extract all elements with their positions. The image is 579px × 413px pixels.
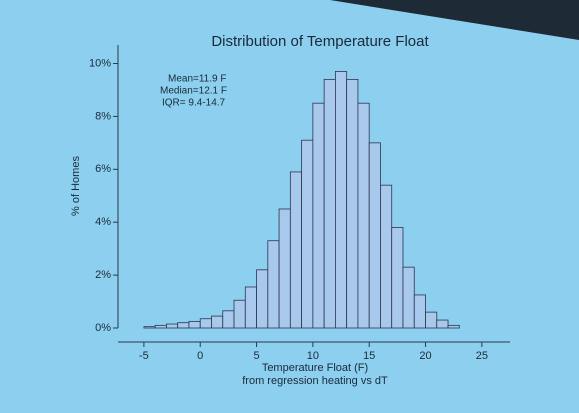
chart-title: Distribution of Temperature Float bbox=[211, 33, 429, 50]
bar bbox=[447, 324, 460, 329]
y-tick-label: 10% bbox=[89, 57, 111, 69]
bar bbox=[154, 324, 167, 329]
annotation: Median=12.1 F bbox=[160, 86, 227, 97]
bar bbox=[402, 266, 415, 329]
y-tick-label: 6% bbox=[95, 163, 111, 175]
bar bbox=[301, 139, 314, 329]
bar bbox=[335, 71, 348, 329]
bar bbox=[166, 323, 179, 329]
bar bbox=[436, 319, 449, 329]
y-axis-label: % of Homes bbox=[70, 156, 82, 216]
bar bbox=[244, 286, 257, 329]
bar bbox=[346, 78, 359, 329]
bar bbox=[368, 142, 381, 329]
x-tick-label: 0 bbox=[197, 350, 203, 362]
y-tick-label: 4% bbox=[95, 216, 111, 228]
bar bbox=[143, 326, 156, 329]
bar bbox=[380, 184, 393, 329]
bar bbox=[278, 208, 291, 329]
y-tick-label: 2% bbox=[95, 269, 111, 281]
bar bbox=[391, 227, 404, 329]
bar bbox=[289, 171, 303, 329]
annotation: Mean=11.9 F bbox=[168, 74, 226, 85]
bar bbox=[413, 294, 426, 329]
x-axis-label: Temperature Float (F) bbox=[262, 362, 368, 374]
bar bbox=[357, 102, 370, 329]
x-tick-label: 5 bbox=[253, 350, 259, 362]
bar bbox=[256, 269, 269, 329]
bar bbox=[425, 311, 438, 329]
x-tick-label: 20 bbox=[419, 350, 431, 362]
x-axis-label: from regression heating vs dT bbox=[242, 375, 388, 387]
bar bbox=[267, 240, 280, 329]
photo-edge bbox=[330, 0, 579, 40]
annotation: IQR= 9.4-14.7 bbox=[162, 98, 226, 109]
bar bbox=[312, 102, 325, 329]
bar bbox=[222, 310, 235, 329]
x-tick-label: 25 bbox=[476, 350, 488, 362]
bar bbox=[211, 315, 224, 329]
y-tick-label: 8% bbox=[95, 110, 111, 122]
bar bbox=[199, 318, 212, 329]
bar bbox=[233, 299, 246, 329]
x-tick-label: 15 bbox=[363, 350, 375, 362]
bar bbox=[177, 322, 190, 329]
y-tick-label: 0% bbox=[95, 322, 111, 334]
x-tick-label: 10 bbox=[307, 350, 319, 362]
bar bbox=[188, 320, 201, 329]
x-tick-label: -5 bbox=[139, 350, 149, 362]
bar bbox=[323, 78, 336, 329]
